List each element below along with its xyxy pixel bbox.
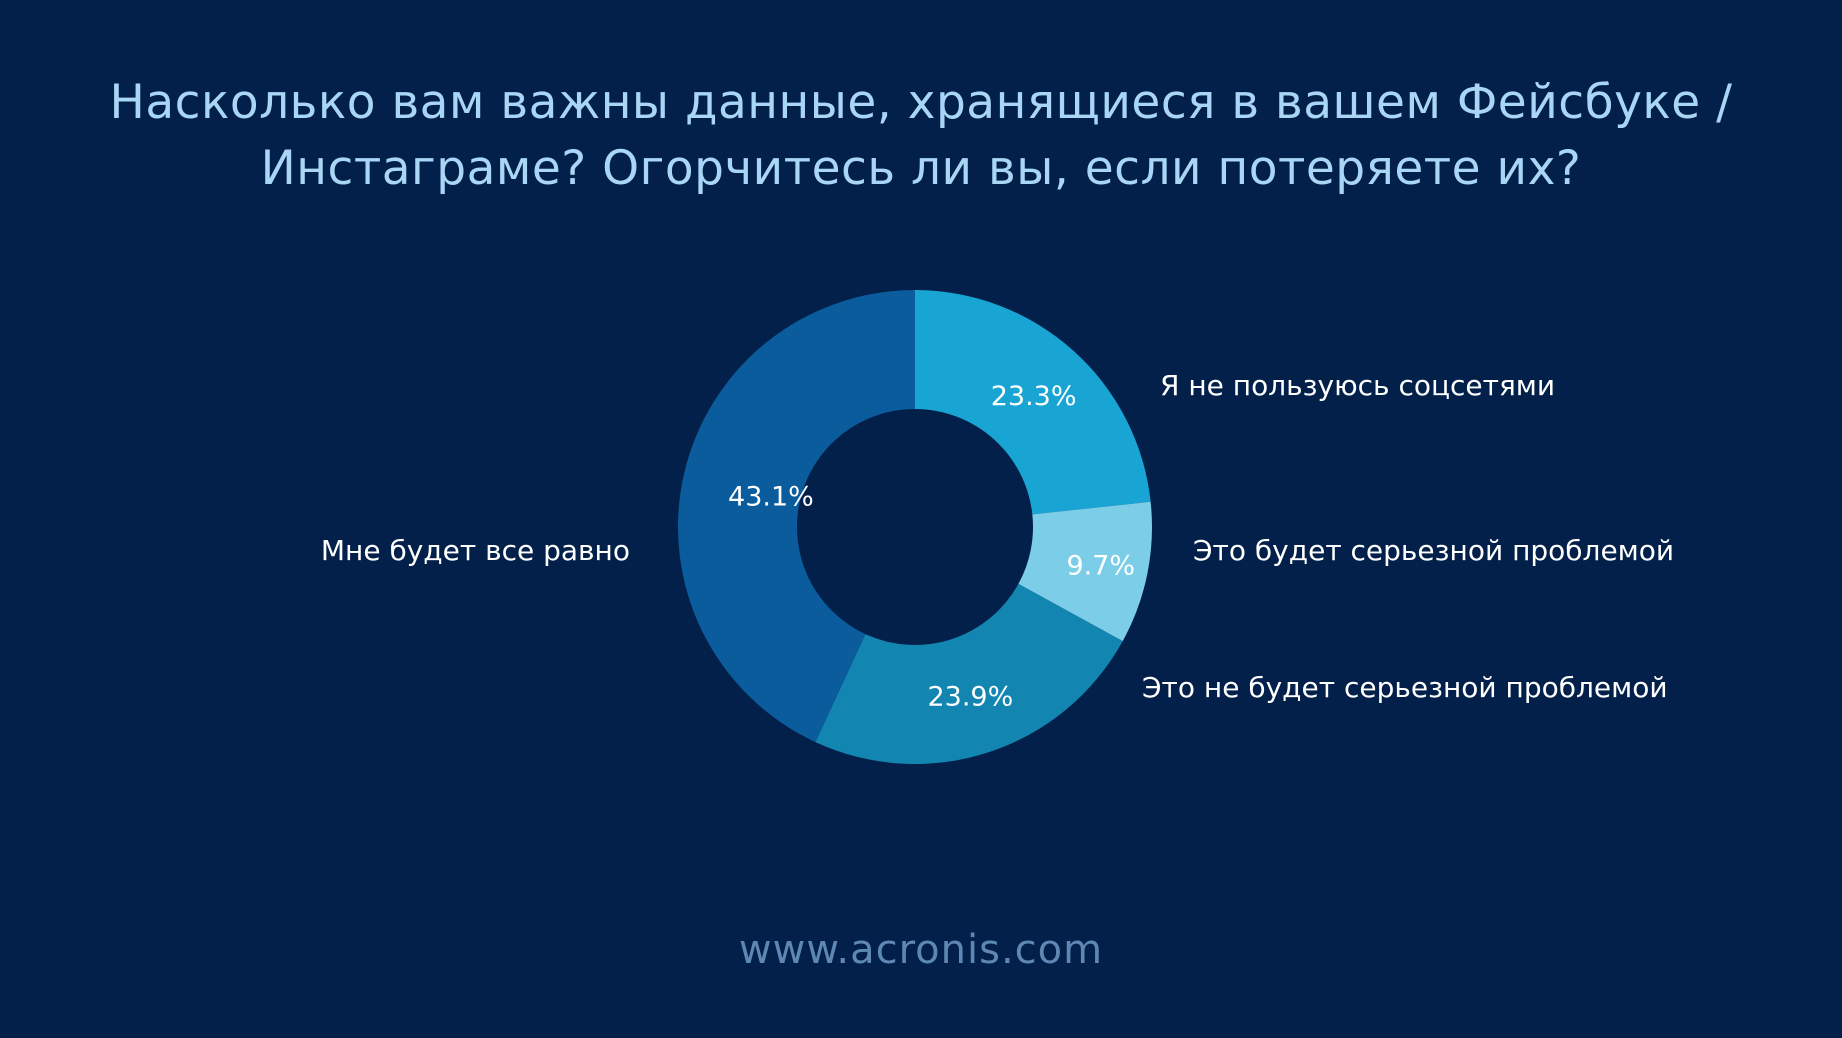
slice-value-label-4: 43.1% xyxy=(728,481,814,512)
chart-title-line-1: Насколько вам важны данные, хранящиеся в… xyxy=(109,75,1733,130)
chart-title-line-2: Инстаграме? Огорчитесь ли вы, если потер… xyxy=(260,141,1582,196)
slice-category-label-3: Это не будет серьезной проблемой xyxy=(1142,671,1668,704)
slice-category-label-1: Я не пользуюсь соцсетями xyxy=(1160,369,1555,402)
slice-category-label-2: Это будет серьезной проблемой xyxy=(1193,534,1674,567)
donut-slice-1 xyxy=(915,290,1151,515)
donut-slice-4 xyxy=(678,290,915,743)
slice-value-label-3: 23.9% xyxy=(927,682,1013,713)
slice-category-label-4: Мне будет все равно xyxy=(321,534,630,567)
chart-title: Насколько вам важны данные, хранящиеся в… xyxy=(60,70,1782,202)
footer-url: www.acronis.com xyxy=(738,927,1104,973)
donut-slice-3 xyxy=(815,583,1123,764)
donut-slice-2 xyxy=(1018,501,1152,642)
slice-value-label-1: 23.3% xyxy=(991,381,1077,412)
slice-value-label-2: 9.7% xyxy=(1066,550,1135,581)
